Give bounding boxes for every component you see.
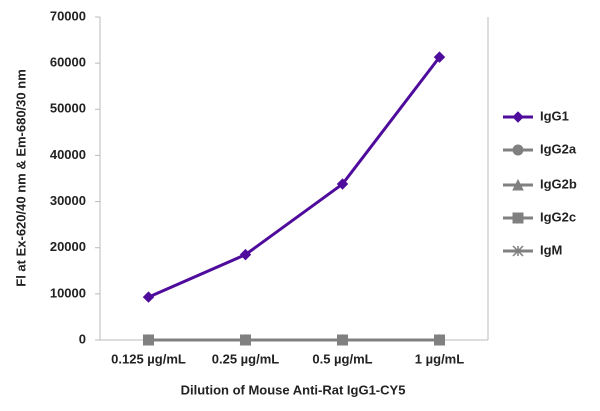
series-line — [147, 56, 441, 299]
y-tick-label: 10000 — [50, 285, 86, 300]
y-axis-title: Fl at Ex-620/40 nm & Em-680/30 nm — [13, 69, 28, 286]
marker — [336, 178, 349, 190]
marker — [512, 144, 524, 156]
y-tick-label: 20000 — [50, 239, 86, 254]
marker — [512, 111, 524, 123]
marker — [240, 334, 251, 346]
x-tick-label: 0.125 µg/mL — [111, 351, 186, 366]
marker — [239, 248, 252, 261]
legend-label: IgM — [540, 242, 562, 257]
x-axis-title: Dilution of Mouse Anti-Rat IgG1-CY5 — [181, 382, 406, 397]
x-tick-label: 0.25 µg/mL — [212, 351, 280, 366]
y-tick-label: 30000 — [50, 193, 86, 208]
legend-label: IgG2a — [540, 141, 577, 156]
legend-label: IgG2b — [540, 176, 577, 191]
marker — [143, 334, 154, 346]
marker — [512, 245, 524, 257]
legend-label: IgG1 — [540, 108, 569, 123]
marker — [512, 212, 524, 224]
legend-label: IgG2c — [540, 209, 576, 224]
marker — [142, 291, 155, 303]
y-tick-label: 50000 — [50, 101, 86, 116]
x-tick-label: 1 µg/mL — [415, 351, 464, 366]
y-tick-label: 70000 — [50, 8, 86, 23]
y-tick-label: 60000 — [50, 55, 86, 70]
marker — [434, 334, 445, 346]
y-tick-label: 40000 — [50, 147, 86, 162]
x-tick-label: 0.5 µg/mL — [312, 351, 372, 366]
marker — [512, 178, 524, 191]
marker — [337, 334, 348, 346]
marker — [433, 51, 446, 63]
y-tick-label: 0 — [79, 331, 86, 346]
